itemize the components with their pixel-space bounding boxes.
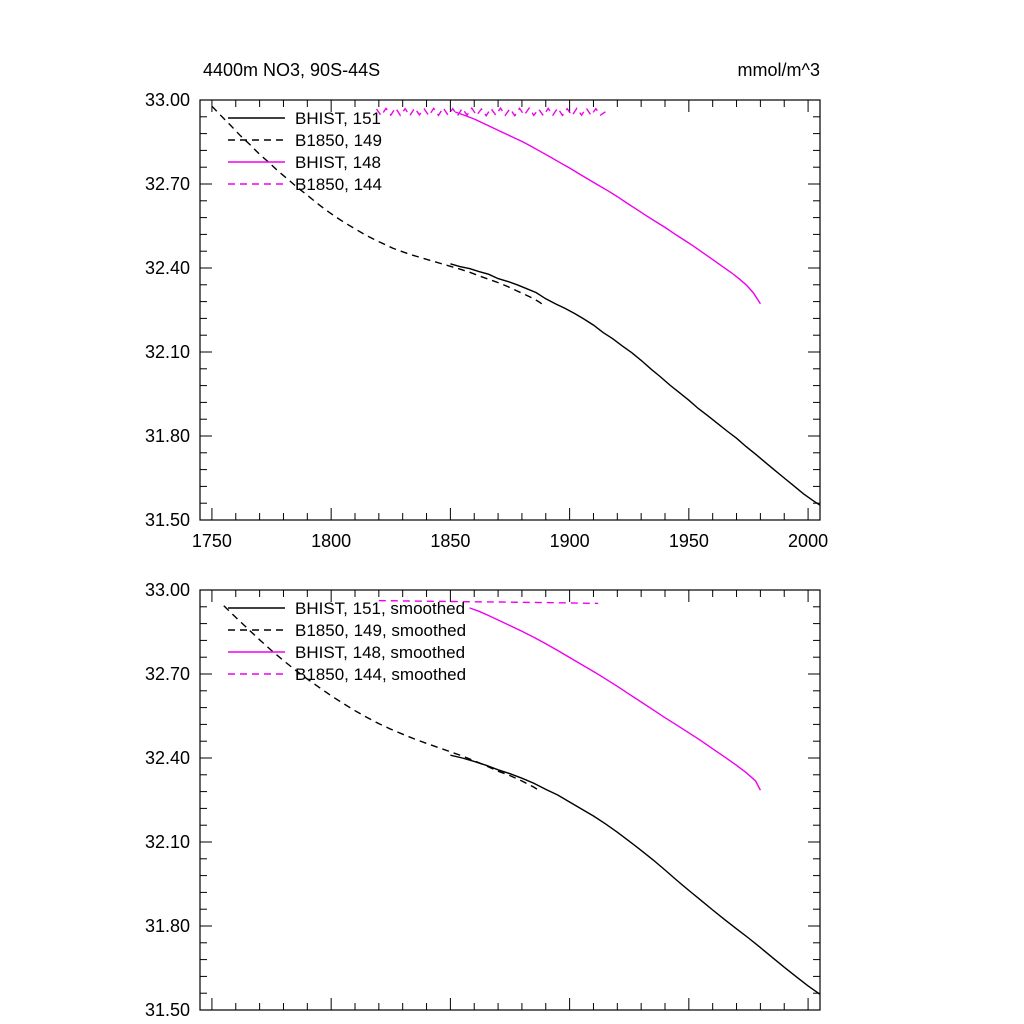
axis-ticks — [200, 99, 820, 521]
axis-ticks — [200, 589, 820, 1011]
units-label: mmol/m^3 — [737, 60, 820, 80]
plot-frame — [199, 589, 821, 1011]
y-tick-label: 32.10 — [145, 342, 190, 362]
series-line-bhist-148-smoothed — [469, 607, 762, 791]
plot-frame — [199, 99, 821, 521]
chart-title: 4400m NO3, 90S-44S — [203, 60, 381, 80]
x-tick-label: 1800 — [311, 1021, 351, 1024]
x-tick-label: 2000 — [788, 1021, 828, 1024]
x-tick-label: 1750 — [192, 1021, 232, 1024]
series-line-b1850-144 — [375, 106, 606, 117]
x-tick-label: 1900 — [550, 1021, 590, 1024]
y-tick-label: 33.00 — [145, 90, 190, 110]
y-tick-label: 33.00 — [145, 580, 190, 600]
y-tick-label: 31.50 — [145, 510, 190, 530]
legend: BHIST, 151 B1850, 149 BHIST, 148 B1850, 144 — [228, 109, 382, 194]
axis-labels: 31.50 31.80 32.10 32.40 32.70 33.00 1750 1800 18… — [145, 90, 828, 551]
x-tick-label: 1850 — [430, 1021, 470, 1024]
series-line-b1850-144-smoothed — [378, 599, 599, 605]
legend-label: B1850, 144 — [295, 175, 382, 194]
legend-label: BHIST, 151, smoothed — [295, 599, 465, 618]
series-line-b1850-149-smoothed — [223, 605, 539, 791]
y-tick-label: 32.10 — [145, 832, 190, 852]
x-tick-label: 1900 — [550, 531, 590, 551]
chart-bottom: 31.50 31.80 32.10 32.40 32.70 33.00 1750 1800 18… — [145, 580, 828, 1024]
legend-label: B1850, 149 — [295, 131, 382, 150]
series-line-bhist-151 — [450, 263, 821, 506]
legend-label: BHIST, 151 — [295, 109, 381, 128]
x-tick-label: 1950 — [669, 1021, 709, 1024]
axis-labels: 31.50 31.80 32.10 32.40 32.70 33.00 1750 1800 18… — [145, 580, 828, 1024]
legend-label: B1850, 149, smoothed — [295, 621, 466, 640]
y-tick-label: 32.70 — [145, 174, 190, 194]
y-tick-label: 32.40 — [145, 258, 190, 278]
y-tick-label: 31.50 — [145, 1000, 190, 1020]
y-tick-label: 32.40 — [145, 748, 190, 768]
x-tick-label: 1750 — [192, 531, 232, 551]
x-tick-label: 1800 — [311, 531, 351, 551]
legend-label: BHIST, 148, smoothed — [295, 643, 465, 662]
y-tick-label: 32.70 — [145, 664, 190, 684]
legend: BHIST, 151, smoothed B1850, 149, smoothed… — [228, 599, 466, 684]
series-line-b1850-149 — [211, 105, 544, 306]
series-line-bhist-151-smoothed — [450, 754, 821, 995]
x-tick-label: 2000 — [788, 531, 828, 551]
chart-top: 31.50 31.80 32.10 32.40 32.70 33.00 1750 1800 18… — [145, 90, 828, 551]
y-tick-label: 31.80 — [145, 426, 190, 446]
x-tick-label: 1950 — [669, 531, 709, 551]
legend-label: B1850, 144, smoothed — [295, 665, 466, 684]
legend-label: BHIST, 148 — [295, 153, 381, 172]
series-line-bhist-148 — [454, 111, 761, 305]
y-tick-label: 31.80 — [145, 916, 190, 936]
x-tick-label: 1850 — [430, 531, 470, 551]
